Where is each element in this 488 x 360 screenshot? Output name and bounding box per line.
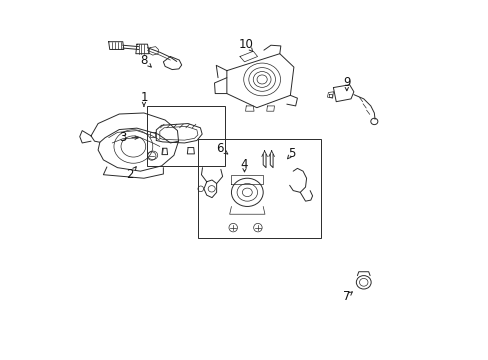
- Text: 7: 7: [343, 290, 350, 303]
- Text: 9: 9: [343, 76, 350, 90]
- Bar: [198, 139, 321, 238]
- Text: 8: 8: [140, 54, 147, 67]
- Text: 5: 5: [288, 147, 295, 160]
- Text: 10: 10: [238, 38, 253, 51]
- Text: 4: 4: [240, 158, 248, 171]
- Bar: [147, 106, 224, 166]
- Text: 2: 2: [126, 168, 133, 181]
- Text: 6: 6: [216, 142, 223, 155]
- Text: 1: 1: [140, 91, 147, 104]
- Text: 3: 3: [119, 131, 126, 144]
